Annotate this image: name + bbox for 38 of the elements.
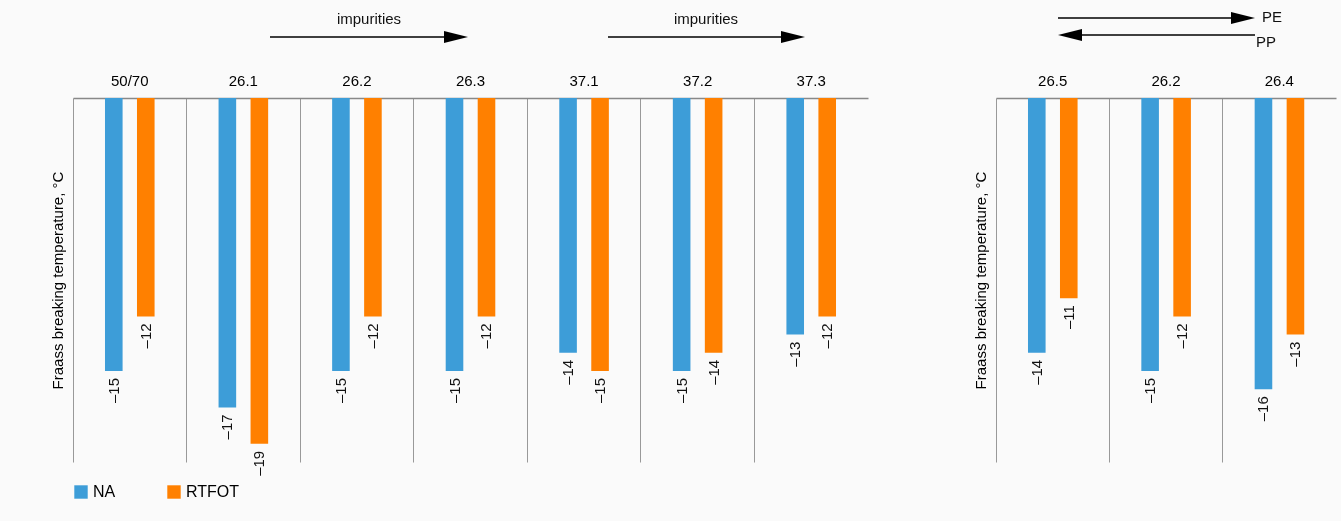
data-label: –11 [1059, 305, 1077, 330]
data-label: –15 [672, 378, 690, 404]
data-label: –15 [1141, 378, 1159, 404]
y-axis-title: Fraass breaking temperature, °C [48, 171, 66, 390]
x-tick-label: 37.1 [569, 71, 599, 89]
x-tick-label: 26.4 [1264, 71, 1294, 89]
data-label: –14 [559, 359, 577, 385]
y-axis-title: Fraass breaking temperature, °C [971, 171, 989, 390]
text: PE [1262, 8, 1283, 25]
data-label: –16 [1254, 396, 1272, 422]
x-tick-label: 26.5 [1038, 71, 1068, 89]
x-tick-label: 26.2 [342, 71, 372, 89]
data-label: –15 [331, 378, 349, 404]
data-label: –14 [1027, 359, 1045, 385]
legend-label: NA [93, 483, 116, 500]
data-label: –15 [104, 378, 122, 404]
data-label: –14 [704, 359, 722, 385]
legend-label: RTFOT [186, 483, 240, 500]
data-label: –13 [786, 341, 804, 367]
x-tick-label: 37.2 [683, 71, 713, 89]
data-label: –12 [136, 323, 154, 349]
text: impurities [336, 10, 402, 27]
data-label: –19 [250, 450, 268, 476]
x-tick-label: 26.1 [228, 71, 258, 89]
x-tick-label: 37.3 [796, 71, 826, 89]
data-label: –12 [363, 323, 381, 349]
data-label: –15 [445, 378, 463, 404]
text: PP [1256, 33, 1277, 50]
x-tick-label: 26.3 [455, 71, 486, 89]
x-tick-label: 50/70 [111, 71, 149, 89]
data-label: –12 [477, 323, 495, 349]
x-tick-label: 26.2 [1151, 71, 1181, 89]
data-label: –13 [1286, 341, 1304, 367]
data-label: –12 [818, 323, 836, 349]
data-label: –17 [218, 414, 236, 440]
text: impurities [673, 10, 739, 27]
data-label: –12 [1173, 323, 1191, 349]
data-label: –15 [591, 378, 609, 404]
